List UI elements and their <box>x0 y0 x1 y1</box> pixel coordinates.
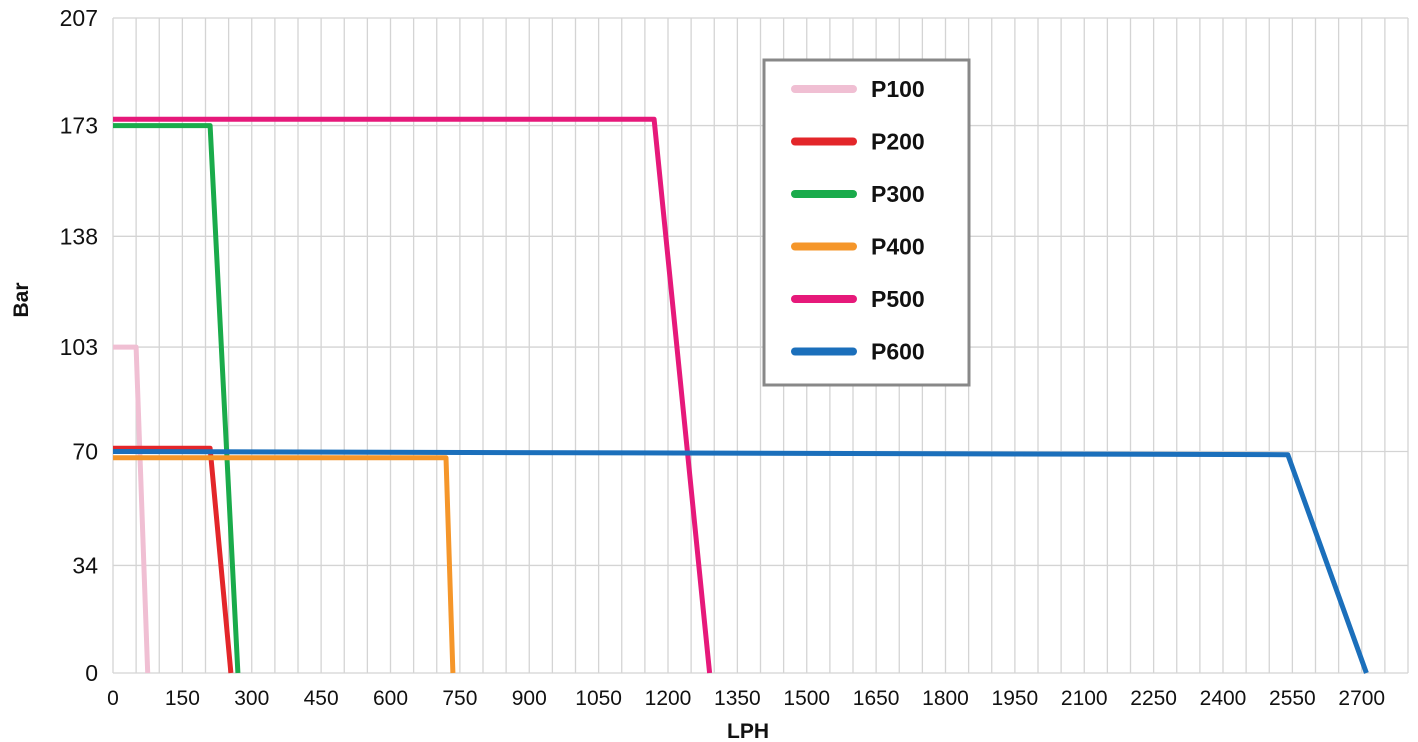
x-tick-label: 1950 <box>992 687 1039 710</box>
x-tick-label: 1800 <box>922 687 969 710</box>
x-axis-label: LPH <box>727 720 769 742</box>
x-tick-label: 300 <box>234 687 269 710</box>
x-tick-label: 1050 <box>575 687 622 710</box>
x-tick-label: 1650 <box>853 687 900 710</box>
y-tick-label: 0 <box>85 660 98 686</box>
x-tick-label: 450 <box>304 687 339 710</box>
x-tick-label: 2100 <box>1061 687 1108 710</box>
legend-label-p600: P600 <box>871 339 925 365</box>
x-tick-label: 1500 <box>783 687 830 710</box>
x-tick-label: 2700 <box>1338 687 1385 710</box>
legend-label-p200: P200 <box>871 129 925 155</box>
legend-box <box>762 58 971 387</box>
y-tick-label: 173 <box>60 113 98 139</box>
legend-label-p100: P100 <box>871 76 925 102</box>
legend: P100 P200 P300 P400 P500 P600 <box>762 58 971 387</box>
x-tick-label: 1350 <box>714 687 761 710</box>
series-line-p600 <box>112 449 1369 674</box>
series-lines <box>112 116 1369 674</box>
y-tick-label: 103 <box>60 334 98 360</box>
x-tick-label: 2550 <box>1269 687 1316 710</box>
y-tick-label: 207 <box>60 5 98 31</box>
x-tick-label: 2400 <box>1200 687 1247 710</box>
y-tick-label: 138 <box>60 223 98 249</box>
series-line-p200 <box>113 445 234 674</box>
series-line-p100 <box>113 344 151 674</box>
legend-label-p300: P300 <box>871 181 925 207</box>
y-axis-ticks: 0 34 70 103 138 173 207 <box>60 5 99 686</box>
grid <box>112 17 1409 674</box>
y-axis-label: Bar <box>10 282 33 317</box>
legend-label-p400: P400 <box>871 234 925 260</box>
x-tick-label: 600 <box>373 687 408 710</box>
y-tick-label: 34 <box>72 552 98 578</box>
legend-label-p500: P500 <box>871 286 925 312</box>
x-tick-label: 150 <box>165 687 200 710</box>
x-tick-label: 2250 <box>1130 687 1177 710</box>
x-axis-ticks: 0 150 300 450 600 750 900 1050 1200 1350 1500 1650 1… <box>107 687 1385 710</box>
series-line-p500 <box>113 116 713 674</box>
x-tick-label: 900 <box>512 687 547 710</box>
x-tick-label: 1200 <box>645 687 692 710</box>
x-tick-label: 0 <box>107 687 119 710</box>
series-line-p300 <box>113 123 241 674</box>
x-tick-label: 750 <box>442 687 477 710</box>
y-tick-label: 70 <box>72 439 98 465</box>
series-line-p400 <box>113 455 456 674</box>
